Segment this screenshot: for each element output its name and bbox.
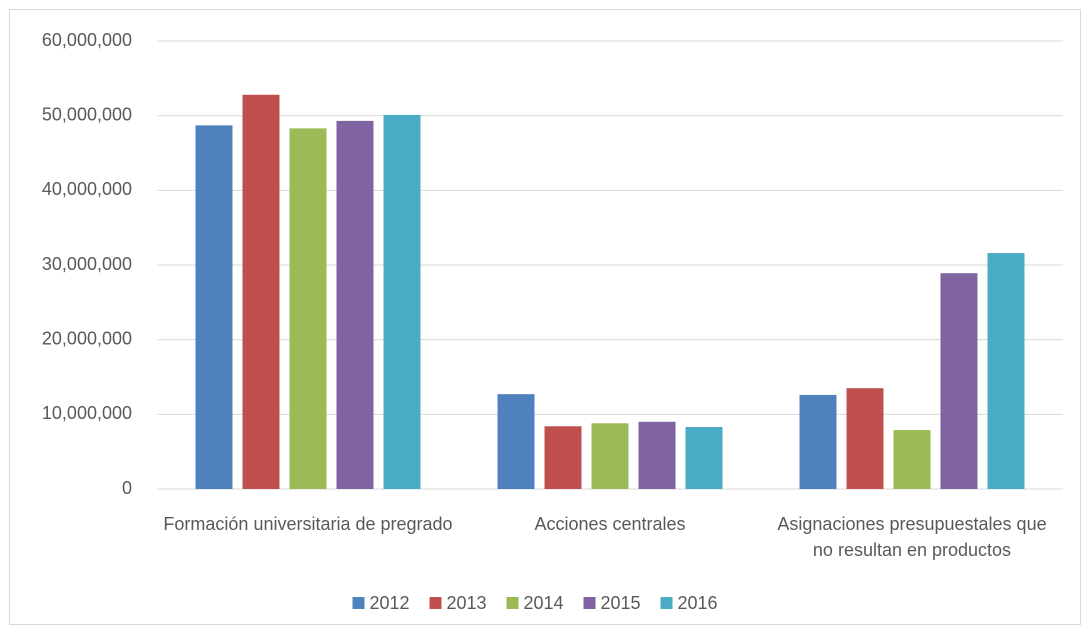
bar xyxy=(638,421,676,489)
y-tick-label: 20,000,000 xyxy=(42,328,132,348)
legend-label: 2014 xyxy=(524,593,564,613)
bar xyxy=(289,128,327,490)
bar xyxy=(940,273,978,489)
legend-swatch xyxy=(660,597,673,609)
bar xyxy=(195,125,233,489)
y-tick-label: 40,000,000 xyxy=(42,179,132,199)
x-tick-label: Acciones centrales xyxy=(534,514,686,534)
x-tick-label: Asignaciones presupuestales que no resul… xyxy=(777,514,1047,560)
legend-label: 2015 xyxy=(601,593,641,613)
y-tick-label: 50,000,000 xyxy=(42,104,132,124)
legend-label: 2012 xyxy=(370,593,410,613)
bar xyxy=(591,423,629,489)
bar xyxy=(242,94,280,489)
legend-swatch xyxy=(583,597,596,609)
y-tick-label: 60,000,000 xyxy=(42,30,132,50)
bar xyxy=(336,120,374,489)
x-tick-label: Formación universitaria de pregrado xyxy=(163,514,453,534)
bar xyxy=(987,253,1025,489)
legend-swatch xyxy=(352,597,365,609)
y-tick-label: 30,000,000 xyxy=(42,254,132,274)
y-tick-label: 0 xyxy=(122,478,132,498)
legend-label: 2013 xyxy=(447,593,487,613)
legend-swatch xyxy=(429,597,442,609)
chart-border xyxy=(9,9,1081,625)
bar xyxy=(799,394,837,489)
bar xyxy=(383,114,421,490)
bar xyxy=(846,388,884,489)
bar xyxy=(685,427,723,489)
bar xyxy=(893,430,931,489)
legend-swatch xyxy=(506,597,519,609)
legend-label: 2016 xyxy=(678,593,718,613)
y-tick-label: 10,000,000 xyxy=(42,403,132,423)
bar xyxy=(497,394,535,489)
bar xyxy=(544,426,582,489)
